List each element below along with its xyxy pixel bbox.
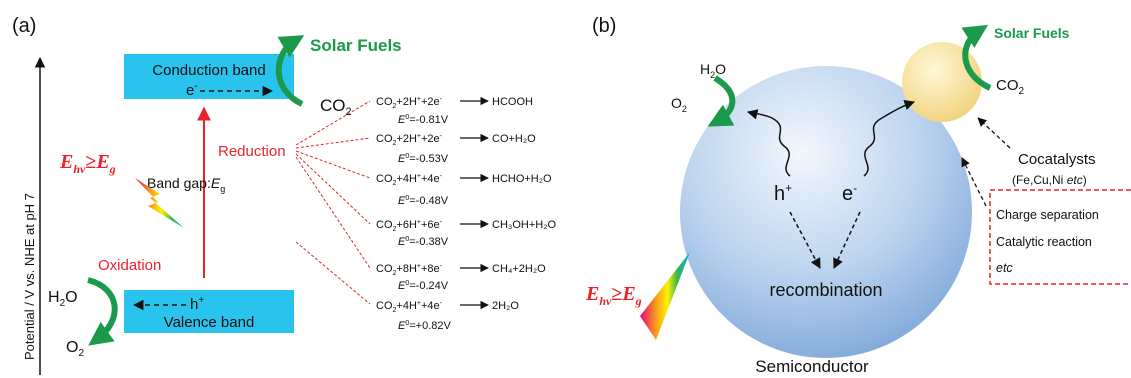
semiconductor-sphere [680,66,972,358]
reaction-list: CO2+2H++2e- HCOOH E0=-0.81V CO2+2H++2e- … [376,96,557,332]
box-line-etc: etc [996,261,1013,275]
oxidation-label: Oxidation [98,257,161,274]
co2-label-b: CO2 [996,77,1025,97]
svg-text:CO2+8H++8e-: CO2+8H++8e- [376,263,443,277]
hole-recombination-arrow [789,211,821,269]
valence-band-box [124,290,294,333]
reaction-item: CO2+4H++4e- 2H₂O E0=+0.82V [376,300,519,332]
electron-symbol: e- [186,81,198,99]
recombination-label: recombination [769,280,882,300]
svg-text:E0=-0.81V: E0=-0.81V [398,114,449,126]
panel-a-label: (a) [12,15,36,37]
svg-text:E0=-0.48V: E0=-0.48V [398,195,449,207]
hole-carrier: h+ [774,181,792,205]
svg-text:CO+H₂O: CO+H₂O [492,133,536,145]
svg-text:CH₄+2H₂O: CH₄+2H₂O [492,263,546,275]
reaction-lines [295,100,371,305]
svg-text:CO2+6H++6e-: CO2+6H++6e- [376,219,443,233]
reaction-item: CO2+8H++8e- CH₄+2H₂O E0=-0.24V [376,263,546,292]
conduction-band-label: Conduction band [152,62,265,79]
electron-migration-path [863,100,915,177]
hole-migration-path [746,109,791,177]
cocatalyst-list: (Fe,Cu,Ni etc) [1012,173,1087,187]
solar-fuels-arrow-b [961,24,992,91]
solar-fuels-arrow [275,35,305,107]
box-pointer [961,157,987,207]
energy-condition-b: Ehv≥Eg [585,283,642,308]
box-line-charge-separation: Charge separation [996,208,1099,222]
box-line-catalytic-reaction: Catalytic reaction [996,235,1092,249]
panel-b: (b) Solar Fuels CO2 H2O O2 h+ e- recombi… [585,15,1131,376]
svg-text:CO2+4H++4e-: CO2+4H++4e- [376,173,443,187]
panel-b-label: (b) [592,15,616,37]
valence-band-label: Valence band [164,314,255,331]
svg-text:CH₃OH+H₂O: CH₃OH+H₂O [492,219,557,231]
svg-text:CO2+2H++2e-: CO2+2H++2e- [376,96,443,110]
reaction-item: CO2+2H++2e- HCOOH E0=-0.81V [376,96,533,126]
water-oxidation-arrow [87,277,118,346]
electron-recombination-arrow [833,211,861,269]
reduction-label: Reduction [218,143,286,160]
panel-a: (a) Potential / V vs. NHE at pH 7 Conduc… [12,15,557,375]
svg-text:E0=-0.38V: E0=-0.38V [398,236,449,248]
svg-text:E0=-0.53V: E0=-0.53V [398,153,449,165]
energy-condition-a: Ehv≥Eg [59,151,116,176]
h2o-label-a: H2O [48,289,78,309]
reaction-item: CO2+6H++6e- CH₃OH+H₂O E0=-0.38V [376,219,557,248]
o2-label-a: O2 [66,339,84,359]
cocatalysts-label: Cocatalysts [1018,151,1096,168]
h2o-label-b: H2O [700,61,726,80]
cocatalyst-particle [902,42,982,122]
process-box [989,189,1131,285]
svg-text:E0=-0.24V: E0=-0.24V [398,280,449,292]
svg-text:CO2+2H++2e-: CO2+2H++2e- [376,133,443,147]
light-bolt-icon [135,178,184,228]
cocatalyst-pointer [977,117,1011,149]
svg-text:CO2+4H++4e-: CO2+4H++4e- [376,300,443,314]
reaction-item: CO2+2H++2e- CO+H₂O E0=-0.53V [376,133,536,165]
electron-carrier: e- [842,181,857,205]
svg-text:HCOOH: HCOOH [492,96,533,108]
solar-fuels-label-b: Solar Fuels [994,25,1070,41]
semiconductor-label: Semiconductor [755,357,869,376]
reaction-item: CO2+4H++4e- HCHO+H₂O E0=-0.48V [376,173,552,207]
svg-text:E0=+0.82V: E0=+0.82V [398,320,452,332]
solar-fuels-label: Solar Fuels [310,36,402,55]
o2-label-b: O2 [671,95,687,114]
co2-label: CO2 [320,96,352,118]
svg-text:HCHO+H₂O: HCHO+H₂O [492,173,552,185]
svg-text:2H₂O: 2H₂O [492,300,519,312]
light-beam-icon [640,252,690,340]
band-gap-label: Band gap:Eg [147,175,225,194]
water-oxidation-arrow-b [707,75,736,127]
potential-axis-label: Potential / V vs. NHE at pH 7 [22,193,37,360]
hole-symbol: h+ [190,295,204,313]
